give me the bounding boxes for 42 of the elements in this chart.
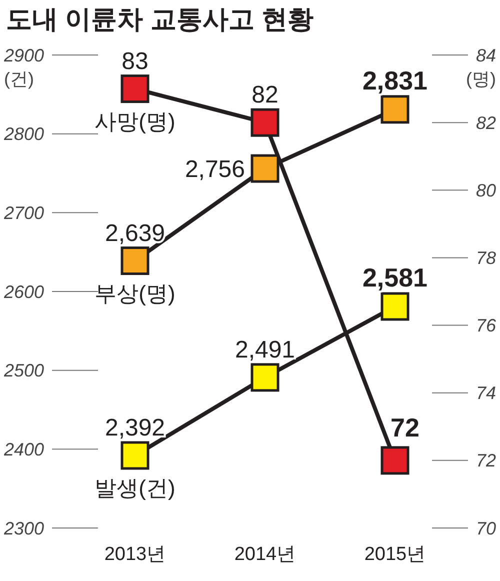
point — [380, 292, 410, 321]
y-tick-label: 2900 — [3, 45, 44, 66]
y2-tick-label: 84 — [476, 45, 496, 66]
chart-title: 도내 이륜차 교통사고 현황 — [6, 4, 314, 34]
point — [380, 446, 410, 475]
y-tick-label: 2400 — [3, 439, 44, 460]
point — [250, 154, 280, 183]
y2-tick-label: 72 — [476, 450, 496, 471]
data-label: 83 — [122, 48, 148, 75]
data-label: 2,392 — [104, 414, 166, 442]
point — [250, 363, 280, 392]
point — [250, 108, 280, 137]
y2-tick-label: 76 — [476, 316, 497, 336]
point — [120, 246, 150, 276]
y-axis-title: (건) — [4, 69, 34, 89]
y2-axis-title: (명) — [466, 69, 496, 89]
point — [120, 74, 150, 104]
point — [120, 441, 150, 470]
series-label: 부상(명) — [94, 280, 176, 306]
x-tick-label: 2013년 — [104, 544, 166, 565]
y2-tick-label: 80 — [476, 180, 496, 200]
y-tick-label: 2500 — [3, 360, 44, 381]
data-label: 2,831 — [362, 65, 428, 96]
data-label: 2,491 — [234, 336, 296, 364]
y2-tick-label: 82 — [476, 112, 496, 133]
data-label: 2,756 — [184, 156, 245, 183]
point — [380, 95, 410, 124]
y-tick-label: 2800 — [3, 124, 44, 144]
y-tick-label: 2300 — [3, 518, 44, 538]
x-tick-label: 2014년 — [234, 544, 296, 565]
series-label: 발생(건) — [94, 475, 176, 500]
y-tick-label: 2600 — [3, 282, 44, 302]
y2-tick-label: 74 — [476, 383, 496, 404]
data-label: 72 — [390, 412, 420, 442]
data-label: 2,639 — [104, 220, 166, 247]
y-tick-label: 2700 — [3, 202, 44, 223]
y2-tick-label: 78 — [476, 248, 496, 268]
data-label: 2,581 — [362, 262, 428, 292]
x-tick-label: 2015년 — [364, 544, 426, 565]
y2-tick-label: 70 — [476, 518, 496, 538]
series-label: 사망(명) — [94, 108, 176, 134]
data-label: 82 — [252, 82, 278, 109]
